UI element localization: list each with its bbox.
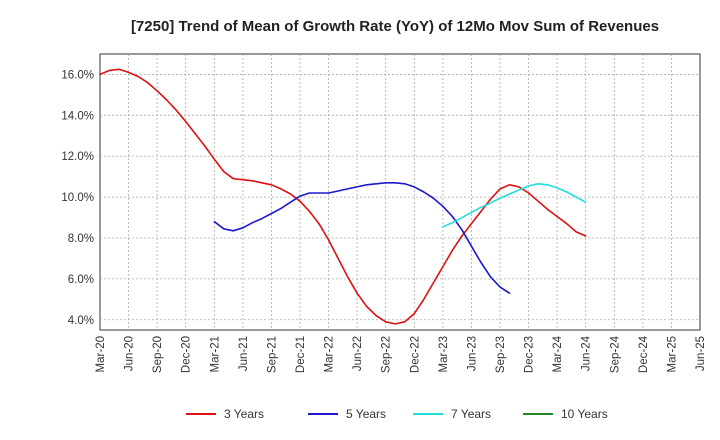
x-tick-label: Jun-25 bbox=[695, 336, 707, 371]
x-tick-label: Mar-25 bbox=[666, 336, 678, 372]
x-tick-label: Sep-20 bbox=[152, 336, 164, 373]
x-tick-label: Mar-20 bbox=[95, 336, 107, 372]
x-tick-label: Sep-23 bbox=[495, 336, 507, 373]
legend-label-0: 3 Years bbox=[224, 407, 264, 421]
x-tick-label: Mar-23 bbox=[438, 336, 450, 372]
plot-area bbox=[99, 53, 701, 331]
y-tick-label: 12.0% bbox=[61, 151, 94, 163]
chart-title: [7250] Trend of Mean of Growth Rate (YoY… bbox=[131, 18, 659, 35]
x-tick-label: Dec-20 bbox=[181, 336, 193, 373]
x-tick-label: Mar-22 bbox=[324, 336, 336, 372]
legend-label-1: 5 Years bbox=[346, 407, 386, 421]
series-line-2 bbox=[442, 183, 587, 228]
x-tick-label: Jun-23 bbox=[466, 336, 478, 371]
series-layer bbox=[99, 68, 587, 325]
grid bbox=[100, 54, 700, 330]
x-tick-label: Mar-24 bbox=[552, 335, 564, 372]
y-axis: 4.0% 6.0% 8.0% 10.0% 12.0% 14.0% 16.0% bbox=[61, 69, 94, 326]
series-line-1 bbox=[213, 182, 511, 295]
x-axis: Mar-20 Jun-20 Sep-20 Dec-20 Mar-21 Jun-21 Sep-… bbox=[95, 335, 707, 373]
y-tick-label: 8.0% bbox=[68, 233, 94, 245]
legend: 3 Years 5 Years 7 Years 10 Years bbox=[186, 407, 608, 421]
y-tick-label: 16.0% bbox=[61, 69, 94, 81]
x-tick-label: Dec-24 bbox=[638, 335, 650, 373]
x-tick-label: Dec-21 bbox=[295, 336, 307, 373]
x-tick-label: Jun-20 bbox=[124, 336, 136, 371]
legend-label-3: 10 Years bbox=[561, 407, 608, 421]
series-line-0 bbox=[99, 68, 587, 325]
x-tick-label: Mar-21 bbox=[209, 336, 221, 372]
x-tick-label: Jun-24 bbox=[581, 335, 593, 371]
y-tick-label: 10.0% bbox=[61, 192, 94, 204]
y-tick-label: 14.0% bbox=[61, 110, 94, 122]
x-tick-label: Dec-23 bbox=[524, 336, 536, 373]
x-tick-label: Jun-22 bbox=[352, 336, 364, 371]
legend-label-2: 7 Years bbox=[451, 407, 491, 421]
y-tick-label: 6.0% bbox=[68, 274, 94, 286]
x-tick-label: Sep-24 bbox=[609, 335, 621, 373]
x-tick-label: Dec-22 bbox=[409, 336, 421, 373]
x-tick-label: Jun-21 bbox=[238, 336, 250, 371]
y-tick-label: 4.0% bbox=[68, 315, 94, 327]
x-tick-label: Sep-21 bbox=[266, 336, 278, 373]
x-tick-label: Sep-22 bbox=[381, 336, 393, 373]
